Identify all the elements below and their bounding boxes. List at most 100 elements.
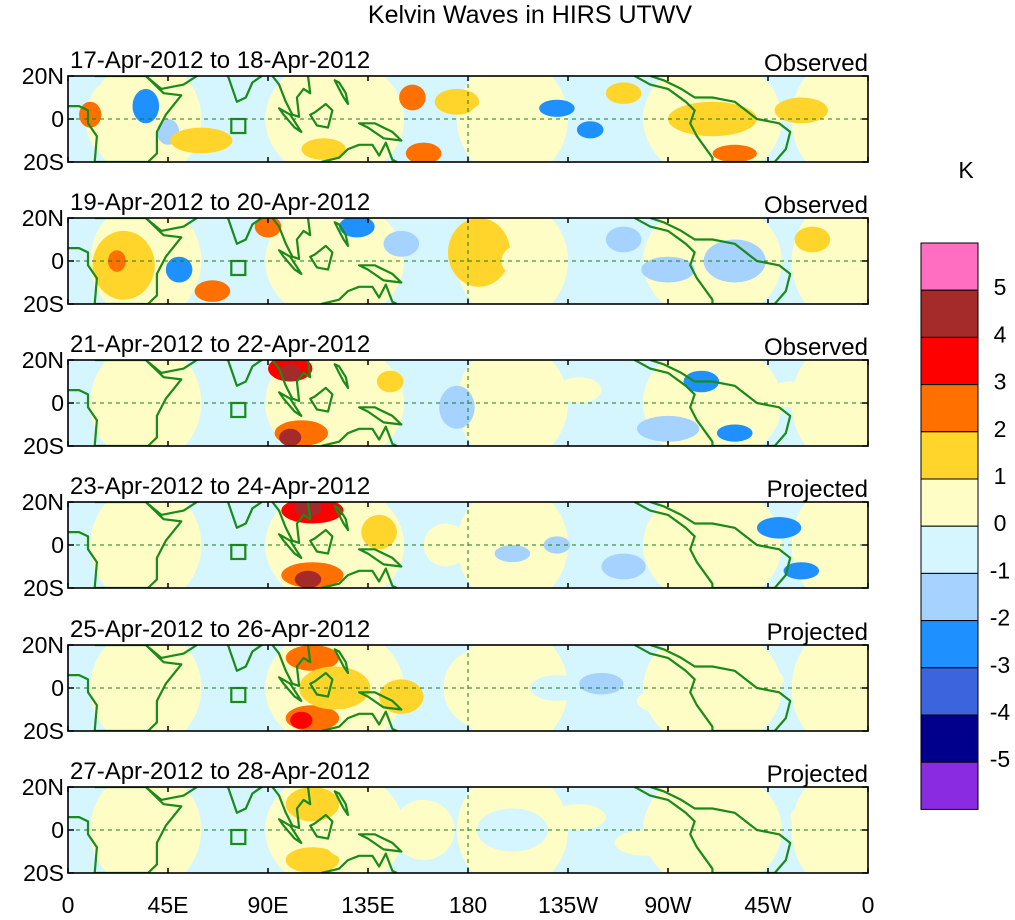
field-anomaly (636, 415, 700, 442)
field-anomaly (579, 672, 624, 695)
field-anomaly (490, 403, 535, 438)
lat-label: 20S (23, 149, 64, 175)
field-anomaly (605, 226, 642, 253)
americas-coast (634, 218, 792, 304)
newguinea-coast (358, 548, 403, 568)
panel-6: 20N 0 20S 27-Apr-2012 to 28-Apr-2012 Project… (22, 758, 869, 886)
colorbar-tick-label: 2 (994, 416, 1007, 442)
arabia-coast (145, 360, 198, 374)
field-anomaly (468, 97, 557, 141)
colorbar-swatch (920, 336, 979, 386)
lat-label: 20N (22, 205, 64, 231)
americas-coast (634, 787, 792, 873)
sumatra-coast (278, 818, 303, 844)
field-anomaly (539, 99, 575, 117)
coastlines (68, 76, 792, 162)
americas-coast (634, 360, 792, 446)
field-anomaly (361, 514, 397, 550)
coastlines (68, 787, 792, 873)
lat-label: 20S (23, 291, 64, 317)
india-coast (225, 76, 264, 103)
philippines-coast (333, 363, 350, 389)
panel-date-label: 17-Apr-2012 to 18-Apr-2012 (70, 47, 370, 74)
colorbar-swatch (920, 431, 979, 480)
field-anomaly (294, 570, 322, 588)
field-anomaly (712, 144, 757, 162)
field-anomaly (716, 424, 753, 442)
coastlines (68, 360, 792, 446)
colorbar-swatch (920, 478, 979, 527)
colorbar-tick-label: -3 (990, 652, 1010, 678)
colorbar-swatch (920, 572, 979, 622)
colorbar-tick-label: 4 (994, 321, 1007, 347)
field-anomaly (668, 101, 757, 137)
india-coast (225, 645, 264, 672)
seasia-coast (271, 76, 312, 118)
field-anomaly (756, 517, 802, 539)
colorbar-tick-label: -4 (990, 699, 1011, 725)
field-band (90, 787, 202, 873)
field-anomaly (285, 847, 340, 873)
newguinea-coast (358, 122, 403, 142)
panel-status-label: Projected (767, 619, 868, 646)
lon-label: 135E (341, 892, 395, 918)
coastlines (68, 218, 792, 304)
field-band (90, 502, 202, 588)
lon-label: 90W (644, 892, 692, 918)
field-anomaly (376, 370, 404, 393)
field-anomaly (254, 218, 282, 238)
field-anomaly (439, 385, 475, 429)
colorbar: K 5 4 3 2 1 0 -1 -2 -3 -4 -5 (920, 157, 1011, 810)
lon-label: 45W (744, 892, 792, 918)
contour-field (68, 76, 868, 162)
seasia-coast (271, 645, 312, 687)
field-anomaly (641, 256, 695, 283)
field-anomaly (501, 243, 546, 279)
field-band (456, 502, 568, 588)
colorbar-tick-label: -1 (990, 557, 1010, 583)
india-coast (225, 787, 264, 814)
sumatra-coast (278, 533, 303, 559)
field-anomaly (325, 825, 388, 861)
lon-label: 45E (148, 892, 189, 918)
panels: 20N 0 20S 17-Apr-2012 to 18-Apr-2012 Observe… (22, 47, 869, 886)
lat-label: 0 (51, 248, 64, 274)
lon-label: 180 (449, 892, 487, 918)
field-anomaly (476, 808, 548, 852)
field-anomaly (383, 230, 420, 257)
lat-label: 20S (23, 718, 64, 744)
lat-label: 20S (23, 433, 64, 459)
lat-label: 20S (23, 575, 64, 601)
sumatra-coast (278, 249, 303, 275)
panel-date-label: 25-Apr-2012 to 26-Apr-2012 (70, 616, 370, 643)
lat-label: 20N (22, 347, 64, 373)
panel-status-label: Observed (764, 334, 868, 361)
field-anomaly (279, 428, 302, 446)
field-anomaly (399, 84, 426, 111)
seasia-coast (271, 360, 312, 402)
seasia-coast (271, 502, 312, 544)
colorbar-tick-label: 3 (994, 369, 1007, 395)
philippines-coast (333, 79, 350, 106)
lon-label: 0 (862, 892, 875, 918)
colorbar-tick-label: 0 (994, 510, 1007, 536)
field-anomaly (339, 218, 375, 238)
borneo-coast (309, 528, 334, 555)
australia-coast (321, 710, 398, 731)
panel-date-label: 27-Apr-2012 to 28-Apr-2012 (70, 758, 370, 785)
lat-label: 20N (22, 63, 64, 89)
borneo-coast (309, 102, 334, 129)
borneo-coast (309, 813, 334, 840)
lon-label: 135W (538, 892, 598, 918)
philippines-coast (333, 648, 350, 675)
field-anomaly (601, 553, 646, 580)
lat-label: 0 (51, 106, 64, 132)
seasia-coast (271, 218, 312, 260)
colorbar-swatch (920, 714, 979, 763)
field-anomaly (301, 138, 346, 160)
americas-coast (634, 502, 792, 588)
field-anomaly (730, 666, 784, 693)
colorbar-swatch (920, 525, 979, 574)
field-anomaly (794, 226, 831, 253)
